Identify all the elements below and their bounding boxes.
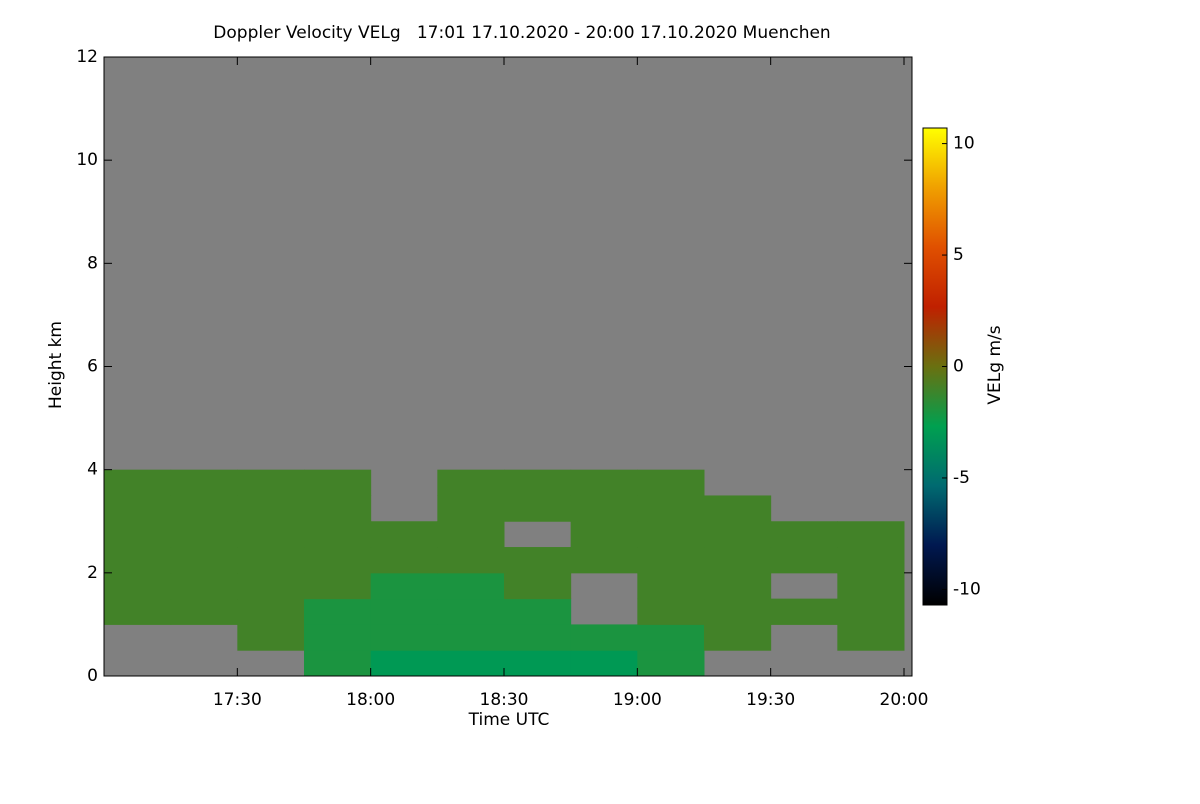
heatmap-cell xyxy=(304,572,372,600)
heatmap-cell xyxy=(437,521,505,548)
heatmap-cell xyxy=(704,624,772,651)
colorbar-tick-label: -10 xyxy=(953,579,981,599)
x-tick-label: 19:30 xyxy=(746,690,795,710)
heatmap-cell xyxy=(570,469,638,496)
heatmap-cell xyxy=(104,521,172,548)
heatmap-cell xyxy=(837,572,905,600)
heatmap-cell xyxy=(704,572,772,600)
x-tick-label: 18:30 xyxy=(480,690,529,710)
y-tick-label: 6 xyxy=(87,357,98,377)
heatmap-cell xyxy=(637,572,705,600)
heatmap-cell xyxy=(504,624,572,651)
y-tick-label: 12 xyxy=(76,47,98,67)
y-tick-label: 2 xyxy=(87,563,98,583)
heatmap-cell xyxy=(704,547,772,574)
heatmap-cell xyxy=(237,469,305,496)
colorbar-tick-label: 5 xyxy=(953,245,964,265)
heatmap-cell xyxy=(237,521,305,548)
heatmap-cell xyxy=(504,469,572,496)
heatmap-cell xyxy=(437,495,505,522)
heatmap-cell xyxy=(237,598,305,625)
colorbar-label: VELg m/s xyxy=(985,325,1005,404)
x-tick-label: 19:00 xyxy=(613,690,662,710)
heatmap-cell xyxy=(637,495,705,522)
heatmap-cell xyxy=(437,547,505,574)
heatmap-cell xyxy=(170,547,238,574)
colorbar-tick-label: 0 xyxy=(953,357,964,377)
heatmap-cell xyxy=(304,547,372,574)
heatmap-cell xyxy=(704,598,772,625)
heatmap-cell xyxy=(304,495,372,522)
colorbar-tick-label: -5 xyxy=(953,468,970,488)
heatmap-cell xyxy=(170,598,238,625)
heatmap-cell xyxy=(504,547,572,574)
heatmap-cell xyxy=(370,650,438,677)
x-tick-label: 20:00 xyxy=(880,690,929,710)
heatmap-cell xyxy=(304,624,372,651)
heatmap-cell xyxy=(370,547,438,574)
heatmap-cell xyxy=(304,598,372,625)
heatmap-cell xyxy=(170,521,238,548)
heatmap-cell xyxy=(437,650,505,677)
heatmap-cell xyxy=(570,495,638,522)
colorbar-tick-label: 10 xyxy=(953,134,975,154)
heatmap-cell xyxy=(237,572,305,600)
heatmap-cell xyxy=(837,598,905,625)
heatmap-cell xyxy=(437,598,505,625)
heatmap-cell xyxy=(104,547,172,574)
chart-title: Doppler Velocity VELg 17:01 17.10.2020 -… xyxy=(213,23,830,43)
heatmap-cell xyxy=(104,495,172,522)
heatmap-cell xyxy=(504,598,572,625)
heatmap-cell xyxy=(504,495,572,522)
heatmap-cell xyxy=(570,521,638,548)
heatmap-cell xyxy=(704,495,772,522)
heatmap-cell xyxy=(437,624,505,651)
heatmap-cell xyxy=(170,469,238,496)
heatmap-cell xyxy=(370,521,438,548)
y-tick-label: 8 xyxy=(87,253,98,273)
heatmap-cell xyxy=(237,624,305,651)
heatmap-cell xyxy=(170,495,238,522)
x-tick-label: 18:00 xyxy=(346,690,395,710)
heatmap-cell xyxy=(104,572,172,600)
heatmap-cell xyxy=(570,650,638,677)
heatmap-cell xyxy=(637,624,705,651)
heatmap-cell xyxy=(104,469,172,496)
heatmap-cell xyxy=(370,624,438,651)
heatmap-cell xyxy=(637,521,705,548)
y-tick-label: 4 xyxy=(87,460,98,480)
y-axis-label: Height km xyxy=(46,321,66,409)
x-tick-label: 17:30 xyxy=(213,690,262,710)
heatmap-cell xyxy=(437,469,505,496)
heatmap-cell xyxy=(104,598,172,625)
heatmap-cell xyxy=(304,469,372,496)
heatmap-cell xyxy=(837,521,905,548)
heatmap-cell xyxy=(837,547,905,574)
heatmap-cell xyxy=(637,598,705,625)
heatmap-cell xyxy=(370,572,438,600)
heatmap-cell xyxy=(704,521,772,548)
heatmap-cell xyxy=(637,650,705,677)
heatmap-cell xyxy=(770,547,838,574)
heatmap-cell xyxy=(570,624,638,651)
heatmap-cell xyxy=(170,572,238,600)
heatmap-cell xyxy=(570,547,638,574)
heatmap-cell xyxy=(637,547,705,574)
heatmap-cell xyxy=(237,495,305,522)
y-tick-label: 10 xyxy=(76,150,98,170)
heatmap-cell xyxy=(437,572,505,600)
heatmap-cell xyxy=(304,521,372,548)
heatmap-cell xyxy=(504,650,572,677)
y-tick-label: 0 xyxy=(87,666,98,686)
heatmap-cell xyxy=(770,521,838,548)
x-axis-label: Time UTC xyxy=(468,710,550,730)
heatmap-cell xyxy=(370,598,438,625)
heatmap-cell xyxy=(237,547,305,574)
heatmap-cell xyxy=(837,624,905,651)
heatmap-cell xyxy=(637,469,705,496)
heatmap-cell xyxy=(770,598,838,625)
heatmap-cell xyxy=(504,572,572,600)
heatmap-cell xyxy=(304,650,372,677)
